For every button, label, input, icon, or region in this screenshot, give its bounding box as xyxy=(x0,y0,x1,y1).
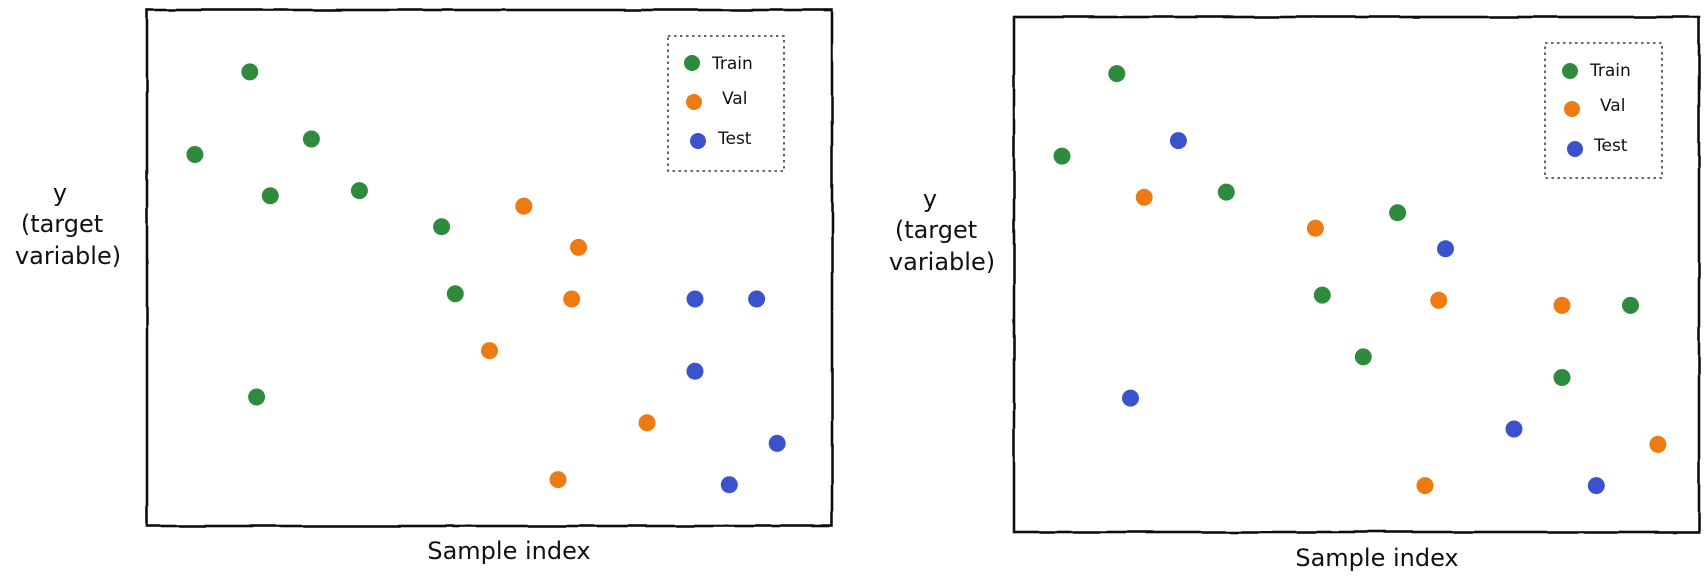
left-point-test-2 xyxy=(748,290,766,308)
right-point-test-2 xyxy=(1437,240,1454,258)
right-point-test-4 xyxy=(1505,420,1523,438)
left-point-train-7 xyxy=(446,285,464,303)
right-point-train-5 xyxy=(1313,286,1331,304)
right-point-train-8 xyxy=(1622,296,1639,314)
right-point-test-3 xyxy=(1122,389,1139,407)
right-point-test-1 xyxy=(1169,132,1187,150)
right-point-val-6 xyxy=(1416,477,1434,495)
right-point-train-4 xyxy=(1389,204,1407,222)
left-point-test-5 xyxy=(720,476,738,494)
left-legend-marker-val xyxy=(686,94,702,110)
left-point-train-4 xyxy=(261,187,279,205)
left-point-val-1 xyxy=(515,197,533,215)
right-data-points xyxy=(1053,65,1667,495)
right-ylabel-line-3: variable) xyxy=(889,248,995,276)
right-xlabel: Sample index xyxy=(1295,544,1458,572)
right-legend-marker-train xyxy=(1562,63,1578,79)
right-point-train-6 xyxy=(1354,348,1372,366)
left-legend-marker-test xyxy=(690,133,706,149)
left-point-train-8 xyxy=(248,388,266,406)
left-point-val-2 xyxy=(570,238,587,256)
left-point-test-1 xyxy=(686,290,704,308)
right-legend-marker-test xyxy=(1567,141,1583,157)
left-legend: Train Val Test xyxy=(667,35,785,172)
right-point-train-1 xyxy=(1108,65,1126,83)
right-ylabel-line-1: y xyxy=(923,185,937,213)
right-legend: Train Val Test xyxy=(1544,42,1663,179)
right-point-val-3 xyxy=(1430,291,1448,309)
right-legend-marker-val xyxy=(1564,101,1580,117)
left-data-points xyxy=(186,63,786,494)
right-point-train-2 xyxy=(1053,147,1071,165)
left-legend-box xyxy=(667,35,785,172)
right-point-test-5 xyxy=(1587,477,1605,495)
left-ylabel-line-1: y xyxy=(53,179,67,207)
left-panel: y (target variable) Sample index Train V… xyxy=(15,8,834,565)
right-ylabel-line-2: (target xyxy=(895,216,977,244)
right-point-val-1 xyxy=(1135,188,1153,206)
right-panel: y (target variable) Sample index Train V… xyxy=(889,15,1701,572)
left-point-train-2 xyxy=(186,146,204,163)
left-point-val-6 xyxy=(549,471,567,489)
left-legend-marker-train xyxy=(684,55,700,71)
left-ylabel-line-3: variable) xyxy=(15,242,121,270)
left-point-val-4 xyxy=(481,342,498,360)
left-legend-label-val: Val xyxy=(722,89,747,109)
left-point-train-5 xyxy=(350,182,368,200)
left-ylabel-line-2: (target xyxy=(21,210,103,238)
left-point-val-3 xyxy=(563,290,581,308)
right-legend-label-test: Test xyxy=(1593,136,1628,156)
left-point-train-6 xyxy=(433,218,451,236)
left-point-test-3 xyxy=(686,362,704,380)
left-point-train-1 xyxy=(241,63,259,81)
left-xlabel: Sample index xyxy=(427,537,590,565)
right-point-train-7 xyxy=(1553,369,1571,386)
right-point-val-4 xyxy=(1553,296,1571,314)
right-point-val-2 xyxy=(1306,219,1324,237)
left-plot-frame xyxy=(145,8,834,528)
left-point-val-5 xyxy=(638,414,656,432)
left-legend-label-train: Train xyxy=(711,54,753,74)
left-point-train-3 xyxy=(302,130,320,148)
right-legend-label-val: Val xyxy=(1600,96,1625,116)
right-point-train-3 xyxy=(1217,183,1235,201)
right-legend-label-train: Train xyxy=(1589,61,1631,81)
left-legend-label-test: Test xyxy=(717,129,752,149)
right-point-val-5 xyxy=(1649,435,1667,453)
left-point-test-4 xyxy=(768,434,786,452)
right-plot-frame xyxy=(1012,15,1701,534)
